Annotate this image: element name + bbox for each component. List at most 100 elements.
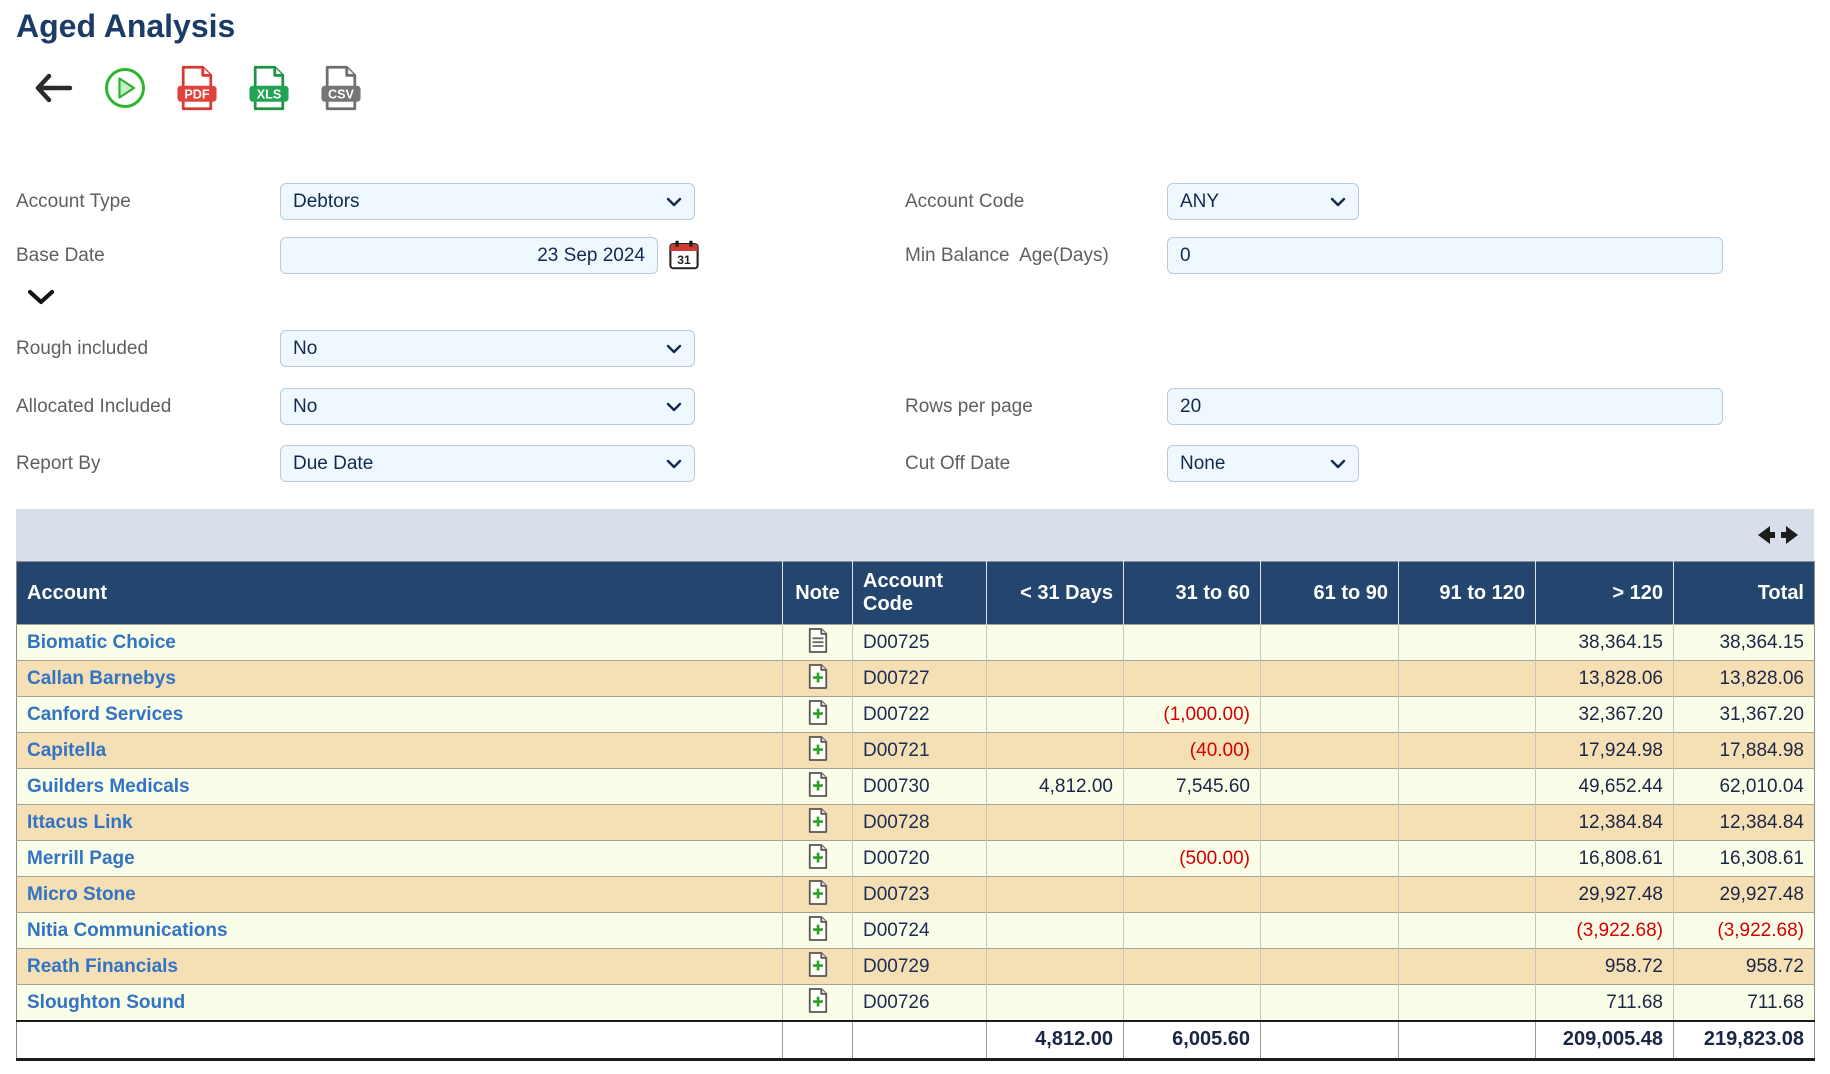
account-link[interactable]: Sloughton Sound: [27, 991, 186, 1013]
gt120-cell: 958.72: [1535, 948, 1674, 985]
account-link[interactable]: Reath Financials: [27, 955, 178, 977]
account-link[interactable]: Biomatic Choice: [27, 631, 176, 653]
table-row: Ittacus Link: [16, 804, 1815, 841]
account-code-select[interactable]: ANY: [1167, 183, 1359, 220]
account-link[interactable]: Nitia Communications: [27, 919, 228, 941]
base-date-label: Base Date: [16, 245, 105, 266]
base-date-input[interactable]: [280, 237, 658, 274]
add-note-icon: [807, 988, 829, 1017]
svg-text:XLS: XLS: [257, 87, 282, 101]
gt120-cell: 29,927.48: [1535, 876, 1674, 913]
account-link[interactable]: Callan Barnebys: [27, 667, 176, 689]
table-row: Sloughton Sound: [16, 984, 1815, 1021]
add-note-button[interactable]: [807, 914, 829, 946]
d61-90-cell: [1260, 768, 1399, 805]
rough-included-select[interactable]: No: [280, 330, 695, 367]
add-note-button[interactable]: [807, 806, 829, 838]
d31-60-cell: [1123, 984, 1261, 1021]
table-row: Canford Services: [16, 696, 1815, 733]
rough-included-value: No: [293, 337, 318, 359]
gt120-cell: (3,922.68): [1535, 912, 1674, 949]
column-header-d91_120[interactable]: 91 to 120: [1398, 561, 1536, 625]
add-note-button[interactable]: [807, 698, 829, 730]
cut-off-date-select[interactable]: None: [1167, 445, 1359, 482]
run-report-button[interactable]: [102, 66, 148, 112]
rows-per-page-input[interactable]: [1167, 388, 1723, 425]
allocated-included-label: Allocated Included: [16, 396, 172, 417]
account-code-cell: D00726: [852, 984, 987, 1021]
add-note-button[interactable]: [807, 842, 829, 874]
d61-90-cell: [1260, 840, 1399, 877]
account-code-cell: D00724: [852, 912, 987, 949]
table-row: Nitia Communications: [16, 912, 1815, 949]
add-note-button[interactable]: [807, 878, 829, 910]
column-header-total[interactable]: Total: [1673, 561, 1815, 625]
d91-120-cell: [1398, 660, 1536, 697]
account-link[interactable]: Ittacus Link: [27, 811, 133, 833]
account-type-label: Account Type: [16, 191, 131, 212]
d61-90-cell: [1260, 876, 1399, 913]
report-table-area: Account Note Account Code < 31 Days 31 to 60…: [16, 509, 1815, 1061]
lt31-cell: [986, 804, 1124, 841]
allocated-included-select[interactable]: No: [280, 388, 695, 425]
export-xls-button[interactable]: XLS: [246, 65, 292, 112]
table-body: Biomatic Choice: [16, 624, 1815, 1021]
back-button[interactable]: [30, 66, 76, 112]
account-link[interactable]: Guilders Medicals: [27, 775, 190, 797]
column-header-code[interactable]: Account Code: [852, 561, 987, 625]
table-top-band: [16, 509, 1814, 561]
cut-off-date-value: None: [1180, 452, 1226, 474]
account-code-cell: D00725: [852, 624, 987, 661]
d91-120-cell: [1398, 732, 1536, 769]
add-note-button[interactable]: [807, 950, 829, 982]
calendar-button[interactable]: 31: [668, 240, 700, 272]
column-header-d61_90[interactable]: 61 to 90: [1260, 561, 1399, 625]
d91-120-cell: [1398, 948, 1536, 985]
d91-120-cell: [1398, 768, 1536, 805]
totals-lt31-cell: 4,812.00: [986, 1020, 1124, 1061]
add-note-button[interactable]: [807, 985, 829, 1017]
view-note-button[interactable]: [807, 626, 829, 658]
report-by-select[interactable]: Due Date: [280, 445, 695, 482]
d91-120-cell: [1398, 984, 1536, 1021]
report-by-value: Due Date: [293, 452, 374, 474]
chevron-down-icon: [666, 453, 682, 475]
rough-included-label: Rough included: [16, 338, 149, 359]
account-code-cell: D00728: [852, 804, 987, 841]
allocated-included-value: No: [293, 395, 318, 417]
lt31-cell: [986, 624, 1124, 661]
d31-60-cell: (40.00): [1123, 732, 1261, 769]
account-link[interactable]: Capitella: [27, 739, 107, 761]
d31-60-cell: (500.00): [1123, 840, 1261, 877]
total-cell: 31,367.20: [1673, 696, 1815, 733]
account-code-value: ANY: [1180, 190, 1220, 212]
column-header-account[interactable]: Account: [16, 561, 783, 625]
account-type-select[interactable]: Debtors: [280, 183, 695, 220]
d61-90-cell: [1260, 732, 1399, 769]
add-note-button[interactable]: [807, 734, 829, 766]
resize-columns-button[interactable]: [1756, 522, 1800, 551]
export-pdf-button[interactable]: PDF: [174, 65, 220, 112]
account-link[interactable]: Micro Stone: [27, 883, 136, 905]
min-balance-label: Min Balance Age(Days): [905, 245, 1109, 266]
column-header-lt31[interactable]: < 31 Days: [986, 561, 1124, 625]
d31-60-cell: 7,545.60: [1123, 768, 1261, 805]
table-row: Reath Financials: [16, 948, 1815, 985]
d91-120-cell: [1398, 912, 1536, 949]
add-note-button[interactable]: [807, 662, 829, 694]
csv-file-icon: CSV: [320, 65, 362, 114]
chevron-down-icon: [26, 289, 56, 309]
d61-90-cell: [1260, 912, 1399, 949]
expand-filters-button[interactable]: [26, 288, 56, 309]
min-balance-input[interactable]: [1167, 237, 1723, 274]
account-link[interactable]: Merrill Page: [27, 847, 135, 869]
table-row: Micro Stone: [16, 876, 1815, 913]
add-note-button[interactable]: [807, 770, 829, 802]
column-header-gt120[interactable]: > 120: [1535, 561, 1674, 625]
column-header-d31_60[interactable]: 31 to 60: [1123, 561, 1261, 625]
account-link[interactable]: Canford Services: [27, 703, 184, 725]
add-note-icon: [807, 844, 829, 873]
column-header-note[interactable]: Note: [782, 561, 853, 625]
account-code-cell: D00720: [852, 840, 987, 877]
export-csv-button[interactable]: CSV: [318, 65, 364, 114]
